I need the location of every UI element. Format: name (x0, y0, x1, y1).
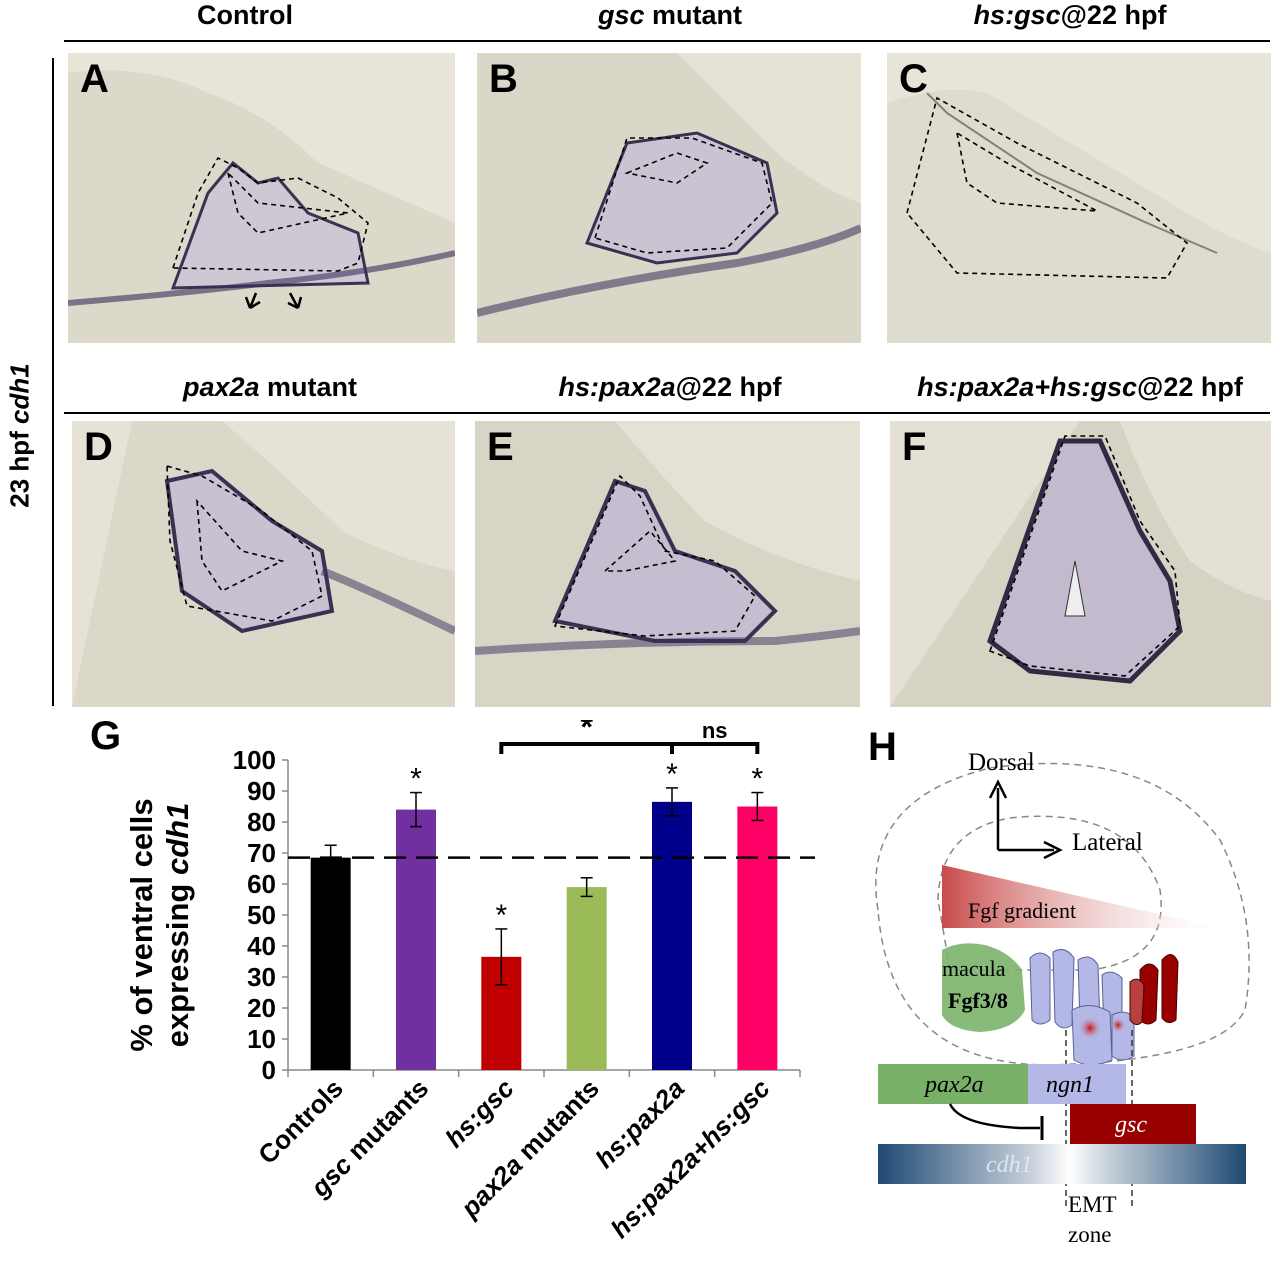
micrograph-a (68, 53, 455, 343)
micrograph-f (890, 421, 1271, 707)
y-tick-label: 70 (247, 838, 276, 868)
y-tick-label: 90 (247, 776, 276, 806)
header-control: Control (197, 0, 293, 30)
side-rule (52, 58, 54, 706)
micrograph-c (887, 53, 1271, 343)
significance-bracket (499, 742, 674, 754)
panel-label-a: A (80, 57, 109, 101)
emt-zone-diagram: H Dorsal Lateral Fgf gradient macula Fgf… (868, 725, 1250, 1247)
outer-otic-outline (875, 762, 1250, 1066)
panel-d: D (72, 421, 455, 707)
axis-arrows (988, 779, 1063, 860)
header-hs-gsc: hs:gsc@22 hpf (973, 0, 1167, 30)
red-nucleus-2 (1110, 1017, 1126, 1033)
bar (652, 801, 692, 1070)
inhibition-arrow (948, 1103, 1040, 1130)
significance-star: * (666, 758, 678, 791)
pax2a-bar-label: pax2a (923, 1072, 984, 1098)
header-gsc-mutant: gsc mutant (597, 0, 743, 30)
panel-f: F (890, 421, 1271, 707)
micrograph-e (475, 421, 860, 707)
x-category-label: hs:pax2a+hs:gsc (605, 1073, 776, 1244)
x-category-label: hs:gsc (439, 1073, 520, 1154)
panel-label-b: B (489, 57, 518, 101)
y-tick-label: 10 (247, 1024, 276, 1054)
bar (566, 887, 607, 1070)
y-tick-label: 40 (247, 931, 276, 961)
header-pax2a-mutant: pax2a mutant (182, 372, 358, 402)
ngn1-bar-label: ngn1 (1046, 1072, 1094, 1098)
panel-a: A (68, 53, 455, 343)
bar (737, 806, 778, 1070)
cdh1-bar-label: cdh1 (986, 1152, 1033, 1178)
emt-zone-label: zone (1068, 1222, 1111, 1247)
y-tick-label: 50 (247, 900, 276, 930)
red-nucleus-1 (1078, 1016, 1102, 1040)
pax2a-bar (878, 1064, 1028, 1104)
chart-panel-label: G (90, 714, 122, 758)
top-rule (64, 40, 1270, 42)
micrograph-d (72, 421, 455, 707)
panel-label-d: D (84, 425, 113, 469)
significance-star: * (410, 763, 422, 796)
panel-label-f: F (902, 425, 927, 469)
y-tick-label: 30 (247, 962, 276, 992)
lateral-label: Lateral (1072, 829, 1143, 856)
y-tick-label: 20 (247, 993, 276, 1023)
cdh1-bar (878, 1144, 1246, 1184)
side-label: 23 hpf cdh1 (4, 363, 35, 508)
lavender-cells (1029, 949, 1135, 1066)
panel-label-c: C (899, 57, 928, 101)
header-hs-pax2a: hs:pax2a@22 hpf (558, 372, 782, 402)
ngn1-bar (1028, 1064, 1126, 1104)
bracket-label: ns (702, 720, 728, 743)
bar (310, 857, 351, 1070)
significance-star: * (751, 763, 763, 796)
y-axis-label-line1: % of ventral cells (124, 798, 159, 1051)
significance-bracket (670, 742, 760, 754)
y-axis-label-line2: expressing cdh1 (160, 803, 195, 1048)
panel-e: E (475, 421, 860, 707)
gsc-bar-label: gsc (1115, 1112, 1147, 1138)
fgf-gradient-wedge (942, 865, 1220, 928)
dorsal-label: Dorsal (968, 749, 1035, 776)
emt-label: EMT (1068, 1192, 1117, 1217)
macula-shape (942, 943, 1025, 1032)
inner-otic-outline (937, 815, 1162, 971)
y-tick-label: 100 (233, 745, 276, 775)
y-tick-label: 60 (247, 869, 276, 899)
red-cells (1129, 954, 1179, 1026)
fgf-gradient-label: Fgf gradient (968, 898, 1076, 923)
y-tick-label: 80 (247, 807, 276, 837)
significance-star: * (495, 899, 507, 932)
bar (396, 809, 436, 1070)
panel-c: C (887, 53, 1271, 343)
macula-label: macula (942, 956, 1006, 981)
panel-b: B (477, 53, 861, 343)
header-hs-pax2a-gsc: hs:pax2a+hs:gsc@22 hpf (917, 372, 1243, 402)
y-tick-label: 0 (262, 1055, 276, 1085)
micrograph-b (477, 53, 861, 343)
bracket-label: * (580, 720, 593, 745)
panel-label-e: E (487, 425, 514, 469)
fgf38-label: Fgf3/8 (948, 988, 1008, 1013)
diagram-panel-label: H (868, 725, 897, 769)
mid-rule (64, 412, 1270, 414)
gsc-bar (1070, 1104, 1196, 1144)
